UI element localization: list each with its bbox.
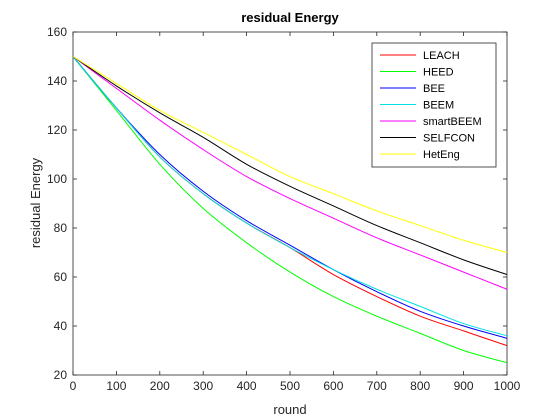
legend-label: HEED — [423, 67, 454, 79]
series-lines — [72, 56, 508, 364]
x-tick-label: 600 — [323, 379, 343, 393]
x-axis: 0 100 200 300 400 500 600 700 800 900 1000 — [70, 32, 521, 393]
x-tick-label: 0 — [70, 379, 77, 393]
x-tick-label: 800 — [410, 379, 430, 393]
legend-label: BEEM — [423, 100, 454, 112]
x-tick-label: 300 — [193, 379, 213, 393]
legend-label: SELFCON — [423, 133, 475, 145]
x-tick-label: 200 — [150, 379, 170, 393]
x-axis-label: round — [273, 402, 306, 417]
legend-box — [371, 42, 497, 168]
legend-label: HetEng — [423, 149, 460, 161]
series-line-heed — [72, 56, 508, 364]
y-tick-label: 100 — [47, 172, 67, 186]
x-tick-label: 400 — [237, 379, 257, 393]
x-tick-label: 900 — [454, 379, 474, 393]
legend: LEACH HEED BEE BEEM smartBEEM SELFCON HetEng — [371, 42, 497, 168]
x-tick-label: 500 — [280, 379, 300, 393]
y-tick-label: 40 — [54, 319, 68, 333]
series-line-beem — [72, 56, 508, 337]
chart-title: residual Energy — [241, 10, 339, 25]
legend-label: LEACH — [423, 50, 460, 62]
x-tick-label: 100 — [106, 379, 126, 393]
y-tick-label: 20 — [54, 368, 68, 382]
series-line-heteng — [72, 56, 508, 253]
x-tick-label: 1000 — [494, 379, 521, 393]
y-axis: 20 40 60 80 100 120 140 160 — [47, 25, 507, 382]
x-tick-label: 700 — [367, 379, 387, 393]
series-line-selfcon — [72, 56, 508, 276]
y-tick-label: 140 — [47, 74, 67, 88]
y-tick-label: 60 — [54, 270, 68, 284]
series-line-smartbeem — [72, 56, 508, 290]
series-line-bee — [72, 56, 508, 339]
legend-label: BEE — [423, 83, 445, 95]
y-tick-label: 120 — [47, 123, 67, 137]
y-tick-label: 80 — [54, 221, 68, 235]
y-tick-label: 160 — [47, 25, 67, 39]
y-axis-label: residual Energy — [28, 157, 43, 248]
legend-label: smartBEEM — [423, 116, 482, 128]
